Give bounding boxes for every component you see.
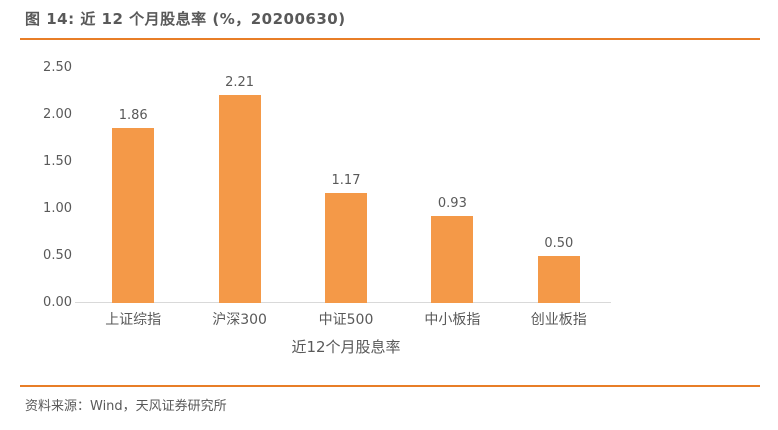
footer-divider [20,385,760,387]
category-label: 中证500 [318,312,374,328]
bar-value-label: 0.50 [544,236,574,251]
category-label: 创业板指 [530,312,587,328]
bar-group: 1.86 上证综指 [80,68,186,328]
bar [537,256,580,303]
category-label: 上证综指 [105,312,162,328]
y-tick-label: 0.50 [43,248,72,263]
y-tick-label: 2.50 [43,60,72,75]
bar [112,128,155,303]
category-label: 中小板指 [424,312,481,328]
bar [324,193,367,303]
title-divider [20,38,760,40]
y-tick-label: 1.50 [43,154,72,169]
x-axis-title: 近12个月股息率 [291,338,401,356]
y-axis: 0.00 0.50 1.00 1.50 2.00 2.50 [28,60,72,310]
figure-title: 图 14: 近 12 个月股息率 (%，20200630) [25,10,346,28]
bar-group: 1.17 中证500 [293,68,399,328]
source-note: 资料来源：Wind，天风证券研究所 [25,399,227,414]
bar [218,95,261,303]
bar-value-label: 2.21 [225,75,255,91]
bar-group: 2.21 沪深300 [186,68,292,328]
bar-group: 0.93 中小板指 [399,68,505,328]
bar-value-label: 1.86 [118,108,148,124]
category-label: 沪深300 [212,312,267,328]
y-tick-label: 2.00 [43,107,72,122]
bar [431,215,474,303]
y-tick-label: 1.00 [43,201,72,216]
y-tick-label: 0.00 [43,295,72,310]
bar-value-label: 1.17 [331,173,361,189]
bar-group: 0.50 创业板指 [506,68,612,328]
bar-chart-plot-area: 1.86 上证综指 2.21 沪深300 1.17 中证500 0.93 中小板指 0.50 创业… [80,68,612,328]
bar-value-label: 0.93 [437,195,467,211]
